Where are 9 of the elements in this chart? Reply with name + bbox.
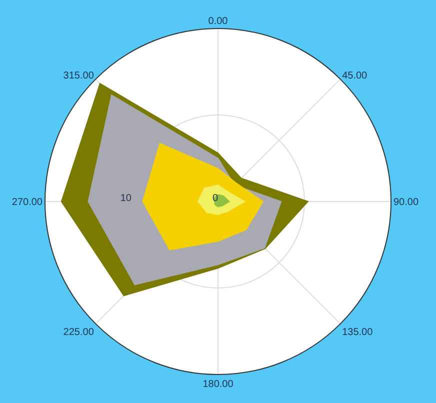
spoke-label: 270.00: [12, 197, 43, 208]
spoke-label: 135.00: [342, 327, 374, 338]
spoke-label: 0.00: [208, 16, 228, 27]
spoke-label: 225.00: [63, 327, 94, 338]
spoke-label: 315.00: [63, 70, 94, 82]
y-tick-label: 10: [120, 193, 132, 204]
spoke-label: 90.00: [394, 197, 419, 208]
spoke-label: 180.00: [202, 379, 234, 390]
spoke-label: 45.00: [342, 70, 368, 82]
